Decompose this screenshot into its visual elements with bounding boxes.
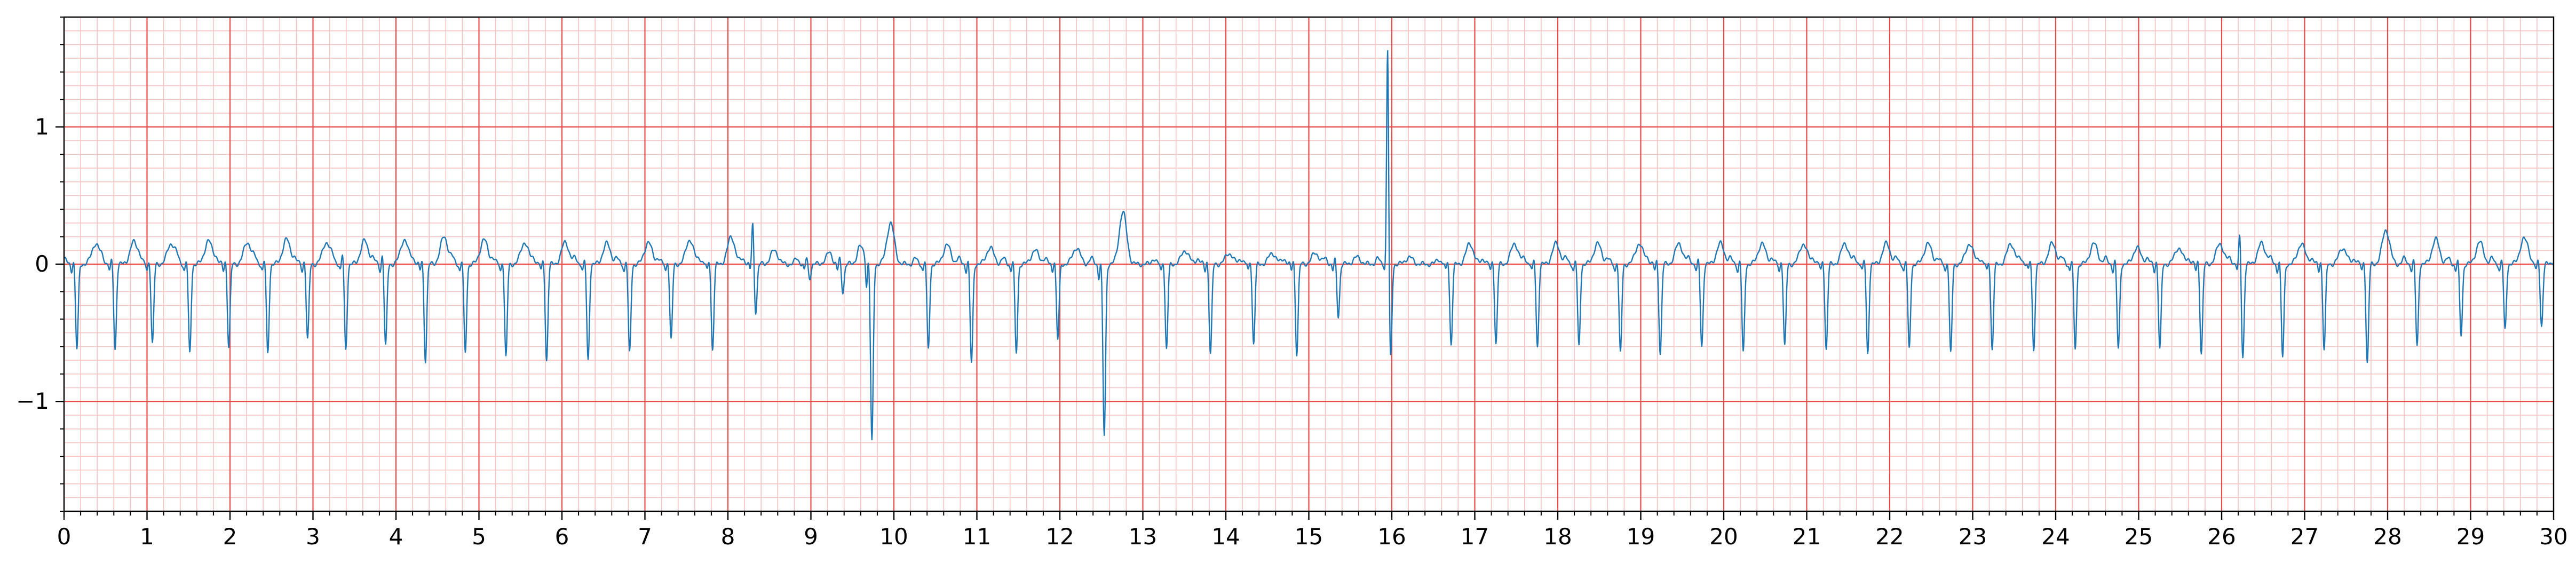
x-tick-label: 19 xyxy=(1627,524,1655,550)
x-tick-label: 21 xyxy=(1793,524,1821,550)
x-tick-label: 16 xyxy=(1377,524,1406,550)
y-tick-label: 1 xyxy=(35,114,49,140)
x-tick-label: 11 xyxy=(963,524,991,550)
x-tick-label: 24 xyxy=(2041,524,2070,550)
x-tick-label: 6 xyxy=(555,524,569,550)
x-tick-label: 18 xyxy=(1543,524,1572,550)
x-tick-label: 17 xyxy=(1461,524,1489,550)
x-tick-label: 22 xyxy=(1875,524,1904,550)
x-tick-label: 20 xyxy=(1709,524,1738,550)
x-tick-label: 30 xyxy=(2539,524,2567,550)
y-tick-label: 0 xyxy=(35,251,49,277)
x-tick-label: 14 xyxy=(1211,524,1240,550)
x-tick-label: 4 xyxy=(389,524,403,550)
x-tick-label: 27 xyxy=(2290,524,2319,550)
x-tick-label: 12 xyxy=(1045,524,1074,550)
x-tick-label: 5 xyxy=(472,524,486,550)
x-tick-label: 29 xyxy=(2456,524,2485,550)
x-tick-label: 2 xyxy=(223,524,237,550)
x-tick-label: 23 xyxy=(1959,524,1987,550)
x-tick-label: 3 xyxy=(306,524,320,550)
x-tick-label: 26 xyxy=(2207,524,2236,550)
y-tick-label: −1 xyxy=(16,388,49,414)
axis-tick-labels: 0 1 2 3 4 5 6 7 8 9 10 11 12 13 14 15 16 17 18 19 20 21 22 23 24… xyxy=(16,114,2568,550)
x-tick-label: 15 xyxy=(1295,524,1323,550)
x-tick-label: 7 xyxy=(638,524,652,550)
x-tick-label: 28 xyxy=(2373,524,2401,550)
x-tick-label: 1 xyxy=(140,524,154,550)
x-tick-label: 8 xyxy=(721,524,735,550)
x-tick-label: 0 xyxy=(57,524,72,550)
ecg-trace-line xyxy=(63,50,2555,441)
x-tick-label: 10 xyxy=(879,524,908,550)
axis-ticks xyxy=(56,17,2555,520)
x-tick-label: 9 xyxy=(804,524,818,550)
major-grid xyxy=(63,17,2555,511)
x-tick-label: 13 xyxy=(1129,524,1157,550)
x-tick-label: 25 xyxy=(2125,524,2153,550)
